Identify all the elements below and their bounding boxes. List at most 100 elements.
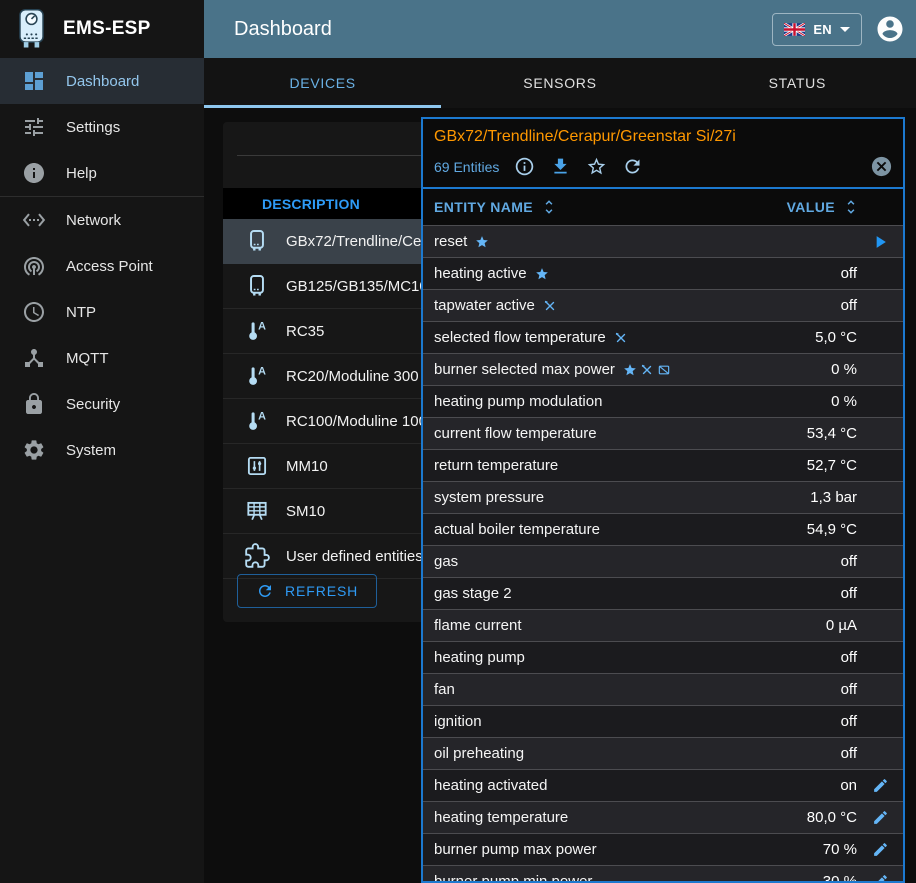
entity-value: 0 % xyxy=(831,361,857,378)
sidebar-item-network[interactable]: Network xyxy=(0,197,204,243)
sidebar-item-ntp[interactable]: NTP xyxy=(0,289,204,335)
refresh-icon[interactable] xyxy=(622,156,643,177)
info-outline-icon[interactable] xyxy=(514,156,535,177)
close-panel-button[interactable] xyxy=(870,155,893,178)
entity-row: fan off xyxy=(423,673,903,705)
device-name: SM10 xyxy=(286,502,326,520)
app-logo-row: EMS-ESP xyxy=(0,0,204,58)
entity-name: reset xyxy=(434,233,468,250)
sidebar-item-dashboard[interactable]: Dashboard xyxy=(0,58,204,104)
sort-entity-name-icon[interactable] xyxy=(540,198,558,216)
entity-row[interactable]: heating activated on xyxy=(423,769,903,801)
language-selector[interactable]: EN xyxy=(772,12,862,46)
account-button[interactable] xyxy=(875,14,905,44)
refresh-button[interactable]: REFRESH xyxy=(237,574,378,608)
entity-value: off xyxy=(840,585,857,602)
device-entities-panel: GBx72/Trendline/Cerapur/Greenstar Si/27i… xyxy=(421,117,905,883)
entity-row: tapwater active off xyxy=(423,289,903,321)
tune-icon xyxy=(22,115,46,139)
tab-bar: DEVICES SENSORS STATUS xyxy=(204,58,916,108)
top-app-bar: Dashboard EN xyxy=(204,0,916,58)
sort-value-icon[interactable] xyxy=(842,198,860,216)
entity-row[interactable]: reset xyxy=(423,225,903,257)
tab-devices[interactable]: DEVICES xyxy=(204,58,442,108)
entity-row: current flow temperature 53,4 °C xyxy=(423,417,903,449)
entity-name: gas xyxy=(434,553,459,570)
device-full-name: GBx72/Trendline/Cerapur/Greenstar Si/27i xyxy=(434,128,736,145)
entity-row: gas stage 2 off xyxy=(423,577,903,609)
chevron-down-icon xyxy=(840,26,850,32)
entity-action-cell xyxy=(857,232,903,252)
entity-value: 70 % xyxy=(822,841,857,858)
sidebar-item-security[interactable]: Security xyxy=(0,381,204,427)
sidebar-item-label: Network xyxy=(66,211,122,229)
entity-row: gas off xyxy=(423,545,903,577)
clock-icon xyxy=(22,300,46,324)
entity-name: burner pump max power xyxy=(434,841,597,858)
language-label: EN xyxy=(813,21,832,37)
puzzle-icon xyxy=(244,543,270,569)
favorite-star-icon xyxy=(475,235,489,249)
entity-row: system pressure 1,3 bar xyxy=(423,481,903,513)
sidebar-item-access-point[interactable]: Access Point xyxy=(0,243,204,289)
thermostat-icon: A xyxy=(244,408,270,434)
entity-name: tapwater active xyxy=(434,297,535,314)
edit-pencil-icon[interactable] xyxy=(872,809,889,826)
tab-sensors[interactable]: SENSORS xyxy=(523,75,597,91)
entity-row[interactable]: burner pump max power 70 % xyxy=(423,833,903,865)
entity-name: heating pump xyxy=(434,649,525,666)
sidebar-item-help[interactable]: Help xyxy=(0,150,204,196)
boiler-icon xyxy=(244,273,270,299)
entity-value: 5,0 °C xyxy=(815,329,857,346)
run-command-icon[interactable] xyxy=(870,232,890,252)
sidebar-item-label: Security xyxy=(66,395,121,413)
ethernet-icon xyxy=(22,208,46,232)
entity-name: heating pump modulation xyxy=(434,393,603,410)
close-icon xyxy=(871,156,892,177)
edit-pencil-icon[interactable] xyxy=(872,873,889,881)
svg-text:A: A xyxy=(258,365,266,377)
crossed-tools-icon xyxy=(640,363,654,377)
entity-value: 0 µA xyxy=(825,617,857,634)
favorite-star-icon xyxy=(623,363,637,377)
device-name: MM10 xyxy=(286,457,328,475)
mixer-icon xyxy=(244,453,270,479)
entity-value: 54,9 °C xyxy=(806,521,857,538)
sidebar-nav: Dashboard Settings Help Network Access Point… xyxy=(0,58,204,473)
entity-row: burner selected max power 0 % xyxy=(423,353,903,385)
sidebar-item-settings[interactable]: Settings xyxy=(0,104,204,150)
star-outline-icon[interactable] xyxy=(586,156,607,177)
entity-name: return temperature xyxy=(434,457,559,474)
edit-pencil-icon[interactable] xyxy=(872,841,889,858)
entity-row: return temperature 52,7 °C xyxy=(423,449,903,481)
entity-row: ignition off xyxy=(423,705,903,737)
entity-name-column-header[interactable]: ENTITY NAME xyxy=(434,199,534,215)
value-column-group: VALUE xyxy=(787,198,860,216)
gear-icon xyxy=(22,438,46,462)
entity-markers xyxy=(623,363,671,377)
sidebar-item-mqtt[interactable]: MQTT xyxy=(0,335,204,381)
value-column-header[interactable]: VALUE xyxy=(786,199,835,215)
entity-markers xyxy=(543,299,557,313)
download-icon[interactable] xyxy=(550,156,571,177)
entity-row[interactable]: heating temperature 80,0 °C xyxy=(423,801,903,833)
favorite-star-icon xyxy=(535,267,549,281)
boiler-logo-icon xyxy=(19,8,44,48)
entity-name: actual boiler temperature xyxy=(434,521,600,538)
panel-header: GBx72/Trendline/Cerapur/Greenstar Si/27i… xyxy=(423,119,903,189)
entity-row[interactable]: burner pump min power 30 % xyxy=(423,865,903,881)
refresh-label: REFRESH xyxy=(285,583,359,599)
entity-grid-header: ENTITY NAME VALUE xyxy=(423,189,903,225)
entity-name: ignition xyxy=(434,713,482,730)
sidebar: EMS-ESP Dashboard Settings Help Network Acce… xyxy=(0,0,204,883)
entity-value: 0 % xyxy=(831,393,857,410)
sidebar-item-system[interactable]: System xyxy=(0,427,204,473)
tab-status[interactable]: STATUS xyxy=(768,75,826,91)
entity-name: current flow temperature xyxy=(434,425,597,442)
entity-value: off xyxy=(840,649,857,666)
entity-value: 1,3 bar xyxy=(810,489,857,506)
edit-pencil-icon[interactable] xyxy=(872,777,889,794)
entity-name: selected flow temperature xyxy=(434,329,606,346)
sidebar-item-label: MQTT xyxy=(66,349,109,367)
sidebar-item-label: Dashboard xyxy=(66,72,140,90)
